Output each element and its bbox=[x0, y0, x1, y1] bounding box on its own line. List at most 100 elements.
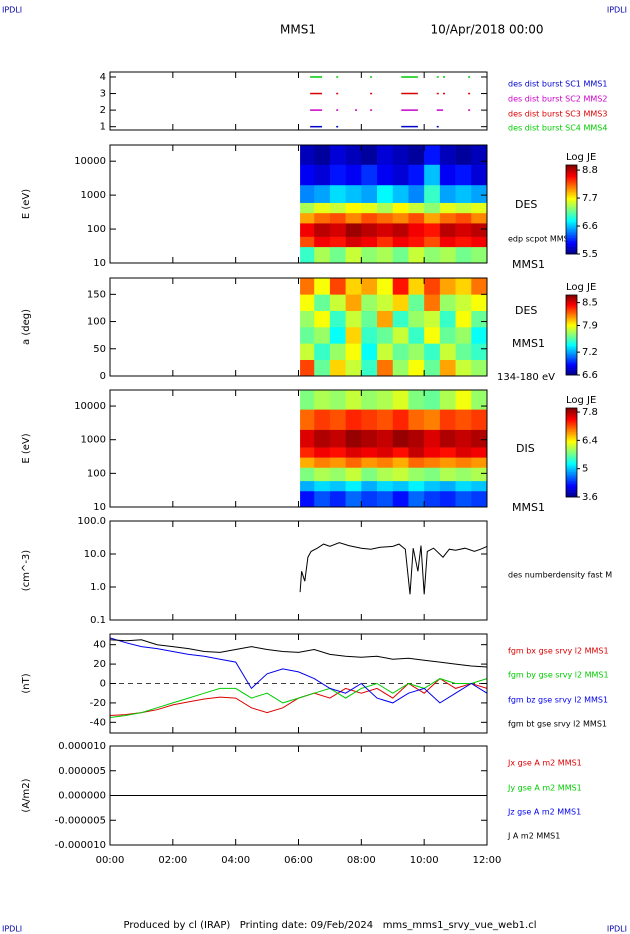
spectrogram-cell bbox=[300, 480, 315, 492]
spectrogram-cell bbox=[329, 490, 346, 508]
colorbar-step bbox=[566, 206, 577, 209]
spectrogram-cell bbox=[408, 164, 425, 186]
spectrogram-cell bbox=[424, 343, 441, 360]
spectrogram-cell bbox=[408, 310, 425, 328]
spectrogram-cell bbox=[329, 294, 346, 311]
spectrogram-cell bbox=[314, 490, 331, 508]
y-tick-label: 40 bbox=[93, 640, 106, 651]
spectrogram-cell bbox=[408, 390, 425, 410]
footer: Produced by cl (IRAP) Printing date: 09/… bbox=[123, 920, 536, 931]
spectrogram-cell bbox=[424, 164, 441, 186]
spectrogram-cell bbox=[329, 343, 346, 360]
colorbar-step bbox=[566, 477, 577, 480]
colorbar-step bbox=[566, 296, 577, 298]
colorbar-step bbox=[566, 169, 577, 172]
colorbar-step bbox=[566, 324, 577, 326]
spectrogram-cell bbox=[377, 327, 394, 344]
spectrogram-cell bbox=[300, 202, 315, 214]
colorbar-step bbox=[566, 443, 577, 446]
y-tick-label: 10.0 bbox=[84, 549, 106, 560]
spectrogram-cell bbox=[377, 343, 394, 360]
colorbar-step bbox=[566, 425, 577, 428]
spectrogram-cell bbox=[300, 278, 315, 295]
spectrogram-cell bbox=[424, 294, 441, 311]
y-tick-label: 0 bbox=[100, 371, 106, 382]
spectrogram-cell bbox=[408, 184, 425, 203]
plot-date: 10/Apr/2018 00:00 bbox=[430, 23, 543, 37]
colorbar-step bbox=[566, 355, 577, 357]
colorbar-step bbox=[566, 236, 577, 238]
legend-entry: fgm bz gse srvy l2 MMS1 bbox=[508, 696, 608, 705]
spectrogram-cell bbox=[471, 327, 488, 344]
spectrogram-cell bbox=[424, 447, 441, 458]
colorbar-step bbox=[566, 210, 577, 213]
spectrogram-cell bbox=[455, 343, 472, 360]
spectrogram-cell bbox=[392, 480, 409, 492]
colorbar-step bbox=[566, 240, 577, 243]
panel-frame bbox=[109, 71, 488, 131]
y-tick-label: 0.000010 bbox=[58, 741, 106, 752]
spectrogram-cell bbox=[408, 457, 425, 468]
colorbar-step bbox=[566, 439, 577, 441]
colorbar-tick-label: 8.8 bbox=[582, 165, 598, 176]
spectrogram-cell bbox=[377, 145, 394, 165]
spectrogram-cell bbox=[408, 409, 425, 430]
colorbar-step bbox=[566, 303, 577, 305]
colorbar-step bbox=[566, 416, 577, 419]
spectrogram-cell bbox=[455, 467, 472, 482]
spectrogram-cell bbox=[377, 202, 394, 214]
spectrogram-cell bbox=[439, 278, 456, 295]
spectrogram-cell bbox=[300, 164, 315, 186]
colorbar-step bbox=[566, 165, 577, 167]
colorbar-step bbox=[566, 471, 577, 474]
y-tick-label: 50 bbox=[93, 344, 106, 355]
y-tick-label: 20 bbox=[93, 659, 106, 670]
spectrogram-cell bbox=[439, 223, 456, 237]
colorbar-step bbox=[566, 410, 577, 413]
colorbar-step bbox=[566, 222, 577, 225]
spectrogram-cell bbox=[377, 390, 394, 410]
spectrogram-cell bbox=[455, 327, 472, 344]
spectrogram-cell bbox=[471, 390, 488, 410]
spectrogram-cell bbox=[392, 343, 409, 360]
colorbar-tick-label: 7.9 bbox=[582, 320, 598, 331]
colorbar-tick-label: 8.5 bbox=[582, 298, 598, 309]
spectrogram-cell bbox=[455, 145, 472, 165]
spectrogram-cell bbox=[471, 202, 488, 214]
colorbar-step bbox=[566, 479, 577, 481]
colorbar-step bbox=[566, 421, 577, 424]
spectrogram-cell bbox=[408, 359, 425, 377]
colorbar-step bbox=[566, 182, 577, 185]
spectrogram-cell bbox=[377, 294, 394, 311]
colorbar-step bbox=[566, 248, 577, 250]
y-tick-label: -20 bbox=[90, 698, 106, 709]
y-tick-label: 100 bbox=[87, 468, 106, 479]
colorbar-step bbox=[566, 431, 577, 434]
spectrogram-cell bbox=[439, 246, 456, 264]
spectrogram-cell bbox=[424, 202, 441, 214]
y-tick-label: 150 bbox=[87, 289, 106, 300]
spectrogram-cell bbox=[377, 310, 394, 328]
panel-label: MMS1 bbox=[512, 501, 545, 514]
panel-label: DES bbox=[515, 304, 537, 317]
colorbar-step bbox=[566, 227, 577, 230]
spectrogram-cell bbox=[314, 202, 331, 214]
colorbar-step bbox=[566, 170, 577, 173]
colorbar-step bbox=[566, 316, 577, 318]
colorbar-tick-label: 6.6 bbox=[582, 221, 598, 232]
colorbar-step bbox=[566, 367, 577, 369]
colorbar-frame bbox=[565, 164, 578, 255]
spectrogram-cell bbox=[345, 480, 362, 492]
spectrogram-cell bbox=[314, 467, 331, 482]
y-tick-label: -0.000005 bbox=[55, 815, 106, 826]
spectrogram-cell bbox=[424, 467, 441, 482]
data-line bbox=[109, 637, 488, 704]
colorbar-step bbox=[566, 468, 577, 471]
spectrogram-cell bbox=[471, 236, 488, 248]
colorbar-step bbox=[566, 309, 577, 312]
spectrogram-cell bbox=[345, 202, 362, 214]
colorbar-step bbox=[566, 246, 577, 249]
corner-label: IPDLI bbox=[607, 6, 627, 15]
spectrogram-cell bbox=[300, 409, 315, 430]
colorbar-step bbox=[566, 462, 577, 465]
